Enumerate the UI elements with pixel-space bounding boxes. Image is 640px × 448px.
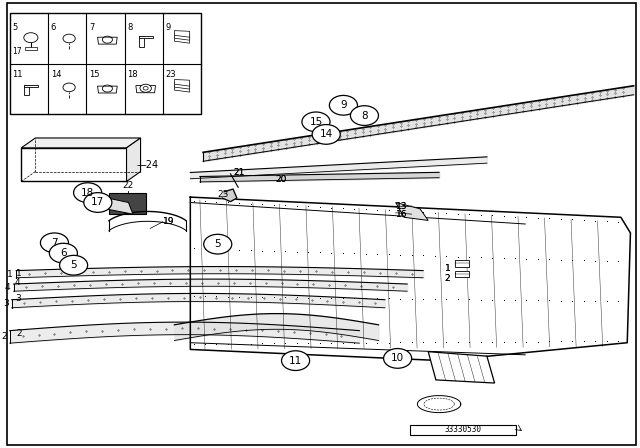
Text: 6: 6 <box>60 248 67 258</box>
Text: 21: 21 <box>233 168 244 177</box>
Text: 18: 18 <box>81 188 94 198</box>
Circle shape <box>204 234 232 254</box>
Circle shape <box>49 243 77 263</box>
Polygon shape <box>190 197 630 361</box>
Text: 1: 1 <box>445 264 451 273</box>
Circle shape <box>143 86 148 90</box>
Text: 23: 23 <box>218 190 229 199</box>
Polygon shape <box>428 352 495 383</box>
Text: 1: 1 <box>16 269 22 278</box>
Text: 1: 1 <box>445 264 451 273</box>
Text: 22: 22 <box>122 181 133 190</box>
Bar <box>455 271 469 277</box>
Text: 2: 2 <box>16 329 22 338</box>
Text: 16: 16 <box>396 210 408 219</box>
Circle shape <box>383 349 412 368</box>
Text: 2: 2 <box>1 332 6 341</box>
Polygon shape <box>97 37 117 44</box>
Text: 9: 9 <box>166 23 171 32</box>
Text: 7: 7 <box>89 23 94 32</box>
Text: 17: 17 <box>92 198 104 207</box>
Polygon shape <box>136 86 156 93</box>
Text: 14: 14 <box>319 129 333 139</box>
Polygon shape <box>127 138 141 181</box>
Text: 20: 20 <box>275 175 287 184</box>
Bar <box>410 425 516 435</box>
Bar <box>139 36 143 47</box>
Text: 6: 6 <box>51 23 56 32</box>
Text: 11: 11 <box>289 356 302 366</box>
Bar <box>24 85 38 87</box>
Text: 13: 13 <box>396 202 408 211</box>
Circle shape <box>84 193 112 212</box>
Text: 1: 1 <box>7 270 13 279</box>
Text: 5: 5 <box>70 260 77 270</box>
Bar <box>139 36 153 39</box>
Bar <box>109 193 147 214</box>
Text: 18: 18 <box>127 70 138 79</box>
Text: —24: —24 <box>136 160 158 170</box>
Text: 8: 8 <box>361 111 368 121</box>
Text: 4: 4 <box>5 283 10 292</box>
Polygon shape <box>99 196 133 214</box>
Text: 15: 15 <box>309 117 323 127</box>
Text: 33330530: 33330530 <box>444 425 481 434</box>
Polygon shape <box>97 86 117 93</box>
Circle shape <box>102 36 113 43</box>
Text: 17: 17 <box>12 47 22 56</box>
Text: 23: 23 <box>166 70 176 79</box>
Polygon shape <box>174 80 189 86</box>
Circle shape <box>60 255 88 275</box>
Text: 5: 5 <box>12 23 18 32</box>
Circle shape <box>63 83 76 92</box>
Circle shape <box>330 95 357 115</box>
Polygon shape <box>396 202 428 220</box>
Text: 20: 20 <box>275 175 287 184</box>
Polygon shape <box>21 148 127 181</box>
Text: 3: 3 <box>3 299 8 308</box>
Text: 9: 9 <box>340 100 347 110</box>
Text: 2: 2 <box>445 274 451 283</box>
Text: 15: 15 <box>89 70 99 79</box>
Polygon shape <box>174 30 189 37</box>
Text: 2: 2 <box>445 274 451 283</box>
Text: 7: 7 <box>51 238 58 248</box>
Circle shape <box>102 85 113 92</box>
Text: 4: 4 <box>15 278 20 287</box>
Polygon shape <box>174 37 189 43</box>
Circle shape <box>24 33 38 43</box>
Text: 19: 19 <box>163 217 174 226</box>
Polygon shape <box>174 82 189 89</box>
Bar <box>25 47 36 50</box>
Bar <box>10 13 201 114</box>
Text: 13: 13 <box>396 202 408 211</box>
Text: 16: 16 <box>396 210 408 219</box>
Text: 3: 3 <box>15 294 20 303</box>
Polygon shape <box>174 34 189 40</box>
Bar <box>455 260 469 267</box>
Text: 14: 14 <box>51 70 61 79</box>
Text: 11: 11 <box>12 70 23 79</box>
Circle shape <box>282 351 310 370</box>
Text: 21: 21 <box>233 168 244 177</box>
Bar <box>24 85 29 95</box>
Circle shape <box>302 112 330 132</box>
Circle shape <box>140 84 152 92</box>
Polygon shape <box>222 189 237 202</box>
Circle shape <box>40 233 68 253</box>
Circle shape <box>312 125 340 144</box>
Text: 10: 10 <box>391 353 404 363</box>
Polygon shape <box>21 138 141 148</box>
Circle shape <box>351 106 378 125</box>
Text: 5: 5 <box>214 239 221 249</box>
Text: 19: 19 <box>163 217 174 226</box>
Polygon shape <box>174 86 189 92</box>
Circle shape <box>63 34 76 43</box>
Circle shape <box>74 183 102 202</box>
Text: 8: 8 <box>127 23 132 32</box>
